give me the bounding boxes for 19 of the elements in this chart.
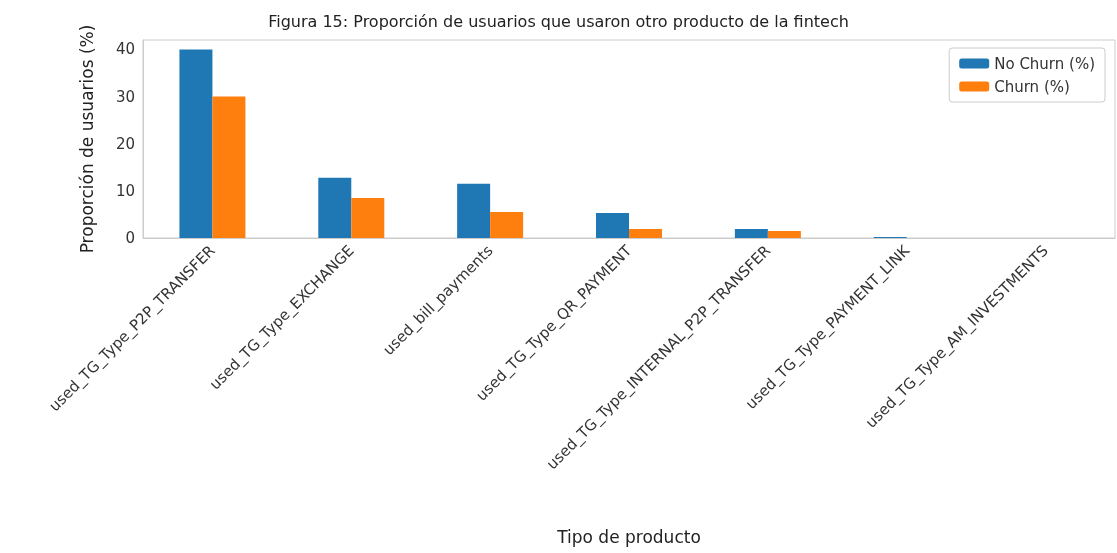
y-tick-label: 10	[115, 181, 135, 200]
y-tick-label: 20	[115, 134, 135, 153]
legend-label: Churn (%)	[994, 77, 1070, 96]
x-axis-title: Tipo de producto	[556, 526, 701, 547]
bar	[629, 229, 662, 238]
bar	[212, 96, 246, 238]
bar	[596, 213, 629, 238]
y-tick-label: 40	[115, 40, 135, 59]
legend-label: No Churn (%)	[994, 54, 1096, 73]
bar	[457, 183, 491, 238]
bar	[490, 212, 524, 238]
chart-title: Figura 15: Proporción de usuarios que usaron otro producto de la fintech	[268, 11, 849, 31]
y-tick-label: 30	[115, 87, 135, 106]
bar	[767, 230, 801, 238]
bar	[318, 177, 352, 238]
bar	[734, 229, 768, 238]
bar	[351, 197, 385, 238]
y-tick-label: 0	[125, 229, 135, 247]
bar	[179, 49, 213, 238]
